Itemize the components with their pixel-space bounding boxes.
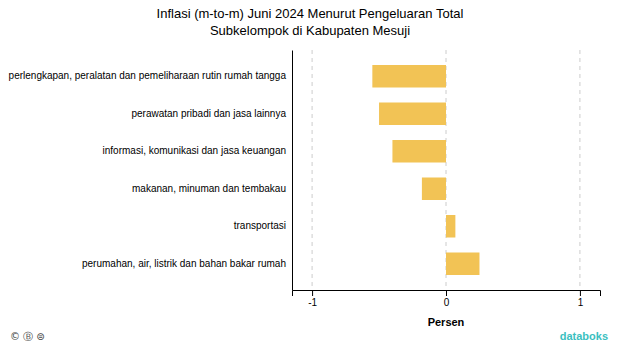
x-axis-line [293, 291, 601, 297]
x-tick: 1 [578, 290, 584, 308]
x-axis: -1 0 1 [293, 290, 601, 308]
y-tick-label: perumahan, air, listrik dan bahan bakar … [82, 258, 286, 269]
bar [372, 65, 446, 88]
x-tick-mark [580, 290, 581, 296]
plot-area: -1 0 1 perumahan, air, listrik dan bahan ba… [9, 50, 601, 308]
x-tick-label: 1 [578, 297, 584, 308]
y-tick: perawatan pribadi dan jasa lainnya [131, 108, 292, 119]
annotation: databoks [560, 330, 608, 342]
grid-line [579, 50, 580, 290]
y-tick: perlengkapan, peralatan dan pemeliharaan… [9, 70, 292, 81]
y-tick-label: perawatan pribadi dan jasa lainnya [131, 108, 286, 119]
chart: Inflasi (m-to-m) Juni 2024 Menurut Penge… [0, 0, 620, 348]
x-tick: 0 [444, 290, 450, 308]
y-axis-line [292, 51, 293, 291]
x-axis-title: Persen [428, 316, 465, 328]
y-axis: perumahan, air, listrik dan bahan bakar … [9, 51, 293, 291]
x-tick: -1 [308, 290, 317, 308]
bars [372, 65, 479, 275]
bar [422, 178, 446, 201]
y-tick-label: makanan, minuman dan tembakau [132, 183, 286, 194]
grid [312, 50, 580, 290]
y-tick-label: perlengkapan, peralatan dan pemeliharaan… [9, 70, 287, 81]
bar [392, 140, 446, 163]
y-tick: perumahan, air, listrik dan bahan bakar … [82, 258, 292, 269]
y-tick: transportasi [234, 220, 292, 231]
grid-line [312, 50, 313, 290]
annotation: © Ⓑ ⊜ [10, 331, 45, 342]
y-tick-label: transportasi [234, 220, 286, 231]
y-tick-label: informasi, komunikasi dan jasa keuangan [103, 145, 286, 156]
bar [446, 253, 479, 276]
x-tick-mark [312, 290, 313, 296]
title: Inflasi (m-to-m) Juni 2024 Menurut Penge… [157, 6, 464, 38]
y-tick: informasi, komunikasi dan jasa keuangan [103, 145, 292, 156]
bar [379, 103, 446, 126]
x-tick-mark [446, 290, 447, 296]
y-tick: makanan, minuman dan tembakau [132, 183, 292, 194]
bar [446, 215, 455, 238]
x-tick-label: 0 [444, 297, 450, 308]
x-tick-label: -1 [308, 297, 317, 308]
